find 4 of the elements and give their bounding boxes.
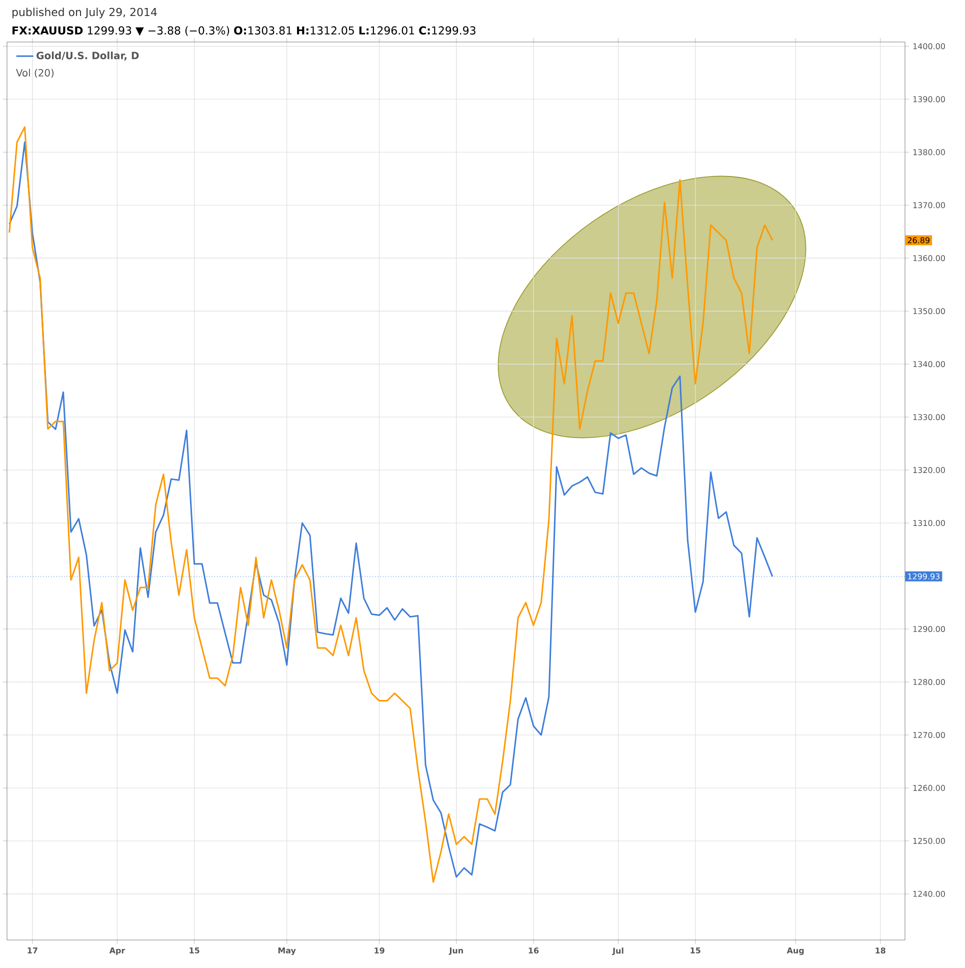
text: FX:XAUUSD 1299.93 ▼ −3.88 (−0.3%) O:1303.81 H:1312.05 L:1296.01 C:1299.93 (12, 26, 476, 36)
legend-label: Gold/U.S. Dollar, D (36, 52, 139, 61)
annotation: Vol (20) (16, 68, 54, 78)
chart-title: published on July 29, 2014 (12, 8, 157, 18)
